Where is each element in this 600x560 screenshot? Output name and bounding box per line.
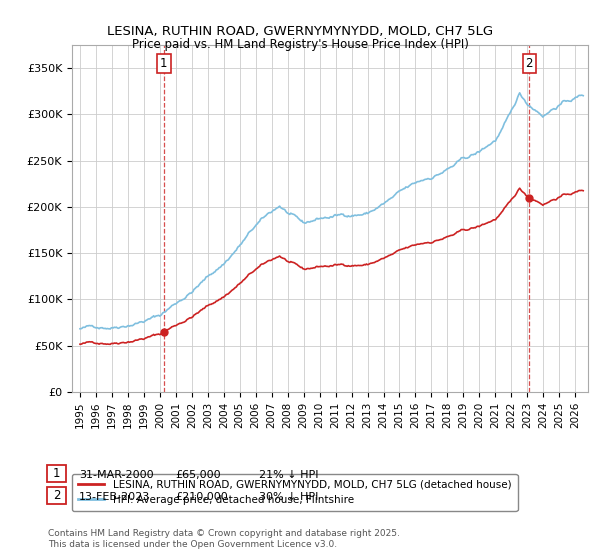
Text: 31-MAR-2000: 31-MAR-2000 (79, 470, 154, 480)
Legend: LESINA, RUTHIN ROAD, GWERNYMYNYDD, MOLD, CH7 5LG (detached house), HPI: Average : LESINA, RUTHIN ROAD, GWERNYMYNYDD, MOLD,… (72, 474, 518, 511)
Text: 1: 1 (53, 466, 60, 480)
Text: £65,000: £65,000 (175, 470, 221, 480)
Text: Contains HM Land Registry data © Crown copyright and database right 2025.
This d: Contains HM Land Registry data © Crown c… (48, 529, 400, 549)
Text: 13-FEB-2023: 13-FEB-2023 (79, 492, 151, 502)
Text: 2: 2 (526, 57, 533, 71)
Text: 30% ↓ HPI: 30% ↓ HPI (259, 492, 319, 502)
Text: £210,000: £210,000 (175, 492, 228, 502)
Text: Price paid vs. HM Land Registry's House Price Index (HPI): Price paid vs. HM Land Registry's House … (131, 38, 469, 51)
Text: 1: 1 (160, 57, 167, 71)
Text: LESINA, RUTHIN ROAD, GWERNYMYNYDD, MOLD, CH7 5LG: LESINA, RUTHIN ROAD, GWERNYMYNYDD, MOLD,… (107, 25, 493, 38)
Text: 21% ↓ HPI: 21% ↓ HPI (259, 470, 319, 480)
Text: 2: 2 (53, 489, 60, 502)
